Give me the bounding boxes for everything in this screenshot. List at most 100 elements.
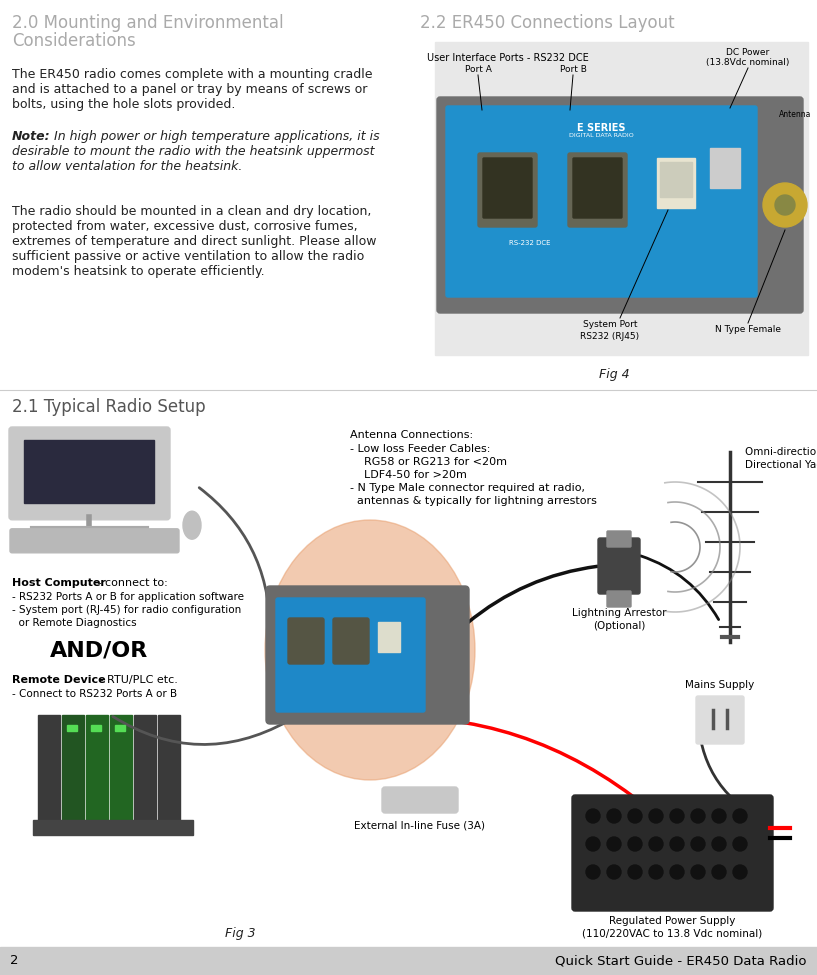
Text: 2: 2 xyxy=(10,955,19,967)
Text: Lightning Arrestor: Lightning Arrestor xyxy=(572,608,666,618)
FancyBboxPatch shape xyxy=(288,618,324,664)
Text: AND/OR: AND/OR xyxy=(50,640,148,660)
Circle shape xyxy=(586,865,600,879)
Text: - N Type Male connector required at radio,: - N Type Male connector required at radi… xyxy=(350,483,585,493)
Circle shape xyxy=(691,837,705,851)
FancyBboxPatch shape xyxy=(696,696,744,744)
Text: - System port (RJ-45) for radio configuration: - System port (RJ-45) for radio configur… xyxy=(12,605,241,615)
Bar xyxy=(158,715,180,820)
Circle shape xyxy=(607,865,621,879)
Text: Port A: Port A xyxy=(465,65,492,74)
Ellipse shape xyxy=(183,511,201,539)
Circle shape xyxy=(763,183,807,227)
Text: and is attached to a panel or tray by means of screws or: and is attached to a panel or tray by me… xyxy=(12,83,368,96)
Circle shape xyxy=(712,809,726,823)
Bar xyxy=(110,715,132,820)
Text: desirable to mount the radio with the heatsink uppermost: desirable to mount the radio with the he… xyxy=(12,145,374,158)
Text: sufficient passive or active ventilation to allow the radio: sufficient passive or active ventilation… xyxy=(12,250,364,263)
FancyBboxPatch shape xyxy=(10,528,179,553)
Text: Antenna: Antenna xyxy=(779,110,811,119)
Text: or Remote Diagnostics: or Remote Diagnostics xyxy=(12,618,136,628)
Bar xyxy=(62,715,84,820)
Bar xyxy=(67,725,77,731)
FancyBboxPatch shape xyxy=(607,531,631,547)
Circle shape xyxy=(628,865,642,879)
Bar xyxy=(378,622,400,652)
Bar xyxy=(33,820,193,835)
Text: User Interface Ports - RS232 DCE: User Interface Ports - RS232 DCE xyxy=(427,53,589,63)
Circle shape xyxy=(691,865,705,879)
Text: Mains Supply: Mains Supply xyxy=(685,680,755,690)
Bar xyxy=(710,148,740,188)
Text: - Low loss Feeder Cables:: - Low loss Feeder Cables: xyxy=(350,444,490,454)
Circle shape xyxy=(712,837,726,851)
Text: Considerations: Considerations xyxy=(12,32,136,50)
Bar xyxy=(657,158,695,208)
Bar xyxy=(660,162,692,197)
Bar xyxy=(435,42,808,355)
Text: In high power or high temperature applications, it is: In high power or high temperature applic… xyxy=(50,130,380,143)
Text: modem's heatsink to operate efficiently.: modem's heatsink to operate efficiently. xyxy=(12,265,265,278)
FancyBboxPatch shape xyxy=(598,538,640,594)
Bar xyxy=(134,715,156,820)
Text: RS-232 DCE: RS-232 DCE xyxy=(509,240,551,246)
Circle shape xyxy=(586,837,600,851)
FancyBboxPatch shape xyxy=(9,427,170,520)
Circle shape xyxy=(649,865,663,879)
Text: LDF4-50 for >20m: LDF4-50 for >20m xyxy=(350,470,467,480)
FancyBboxPatch shape xyxy=(276,598,425,712)
Text: RS232 (RJ45): RS232 (RJ45) xyxy=(580,332,640,341)
Circle shape xyxy=(733,809,747,823)
FancyBboxPatch shape xyxy=(568,153,627,227)
Text: Fig 4: Fig 4 xyxy=(599,368,629,381)
Text: protected from water, excessive dust, corrosive fumes,: protected from water, excessive dust, co… xyxy=(12,220,358,233)
Bar xyxy=(86,715,108,820)
Circle shape xyxy=(733,837,747,851)
Text: - connect to:: - connect to: xyxy=(94,578,167,588)
Text: Omni-directional or: Omni-directional or xyxy=(745,447,817,457)
Circle shape xyxy=(670,837,684,851)
Text: Note:: Note: xyxy=(12,130,51,143)
Text: Remote Device: Remote Device xyxy=(12,675,105,685)
FancyBboxPatch shape xyxy=(483,158,532,218)
Text: N Type Female: N Type Female xyxy=(715,325,781,334)
Text: External In-line Fuse (3A): External In-line Fuse (3A) xyxy=(355,820,485,830)
FancyBboxPatch shape xyxy=(266,586,469,724)
Text: 2.1 Typical Radio Setup: 2.1 Typical Radio Setup xyxy=(12,398,206,416)
Text: DC Power: DC Power xyxy=(726,48,770,57)
Circle shape xyxy=(628,837,642,851)
Circle shape xyxy=(649,809,663,823)
Circle shape xyxy=(712,865,726,879)
Circle shape xyxy=(586,809,600,823)
FancyBboxPatch shape xyxy=(446,106,757,297)
Text: Antenna Connections:: Antenna Connections: xyxy=(350,430,473,440)
FancyBboxPatch shape xyxy=(478,153,537,227)
Text: 2.0 Mounting and Environmental: 2.0 Mounting and Environmental xyxy=(12,14,283,32)
Text: E SERIES: E SERIES xyxy=(578,123,626,133)
Circle shape xyxy=(691,809,705,823)
FancyBboxPatch shape xyxy=(333,618,369,664)
Text: (13.8Vdc nominal): (13.8Vdc nominal) xyxy=(707,58,790,67)
Bar xyxy=(91,725,101,731)
FancyBboxPatch shape xyxy=(572,795,773,911)
Text: (110/220VAC to 13.8 Vdc nominal): (110/220VAC to 13.8 Vdc nominal) xyxy=(583,929,762,939)
Text: to allow ventalation for the heatsink.: to allow ventalation for the heatsink. xyxy=(12,160,243,173)
Text: extremes of temperature and direct sunlight. Please allow: extremes of temperature and direct sunli… xyxy=(12,235,377,248)
Circle shape xyxy=(607,837,621,851)
Ellipse shape xyxy=(265,520,475,780)
Text: RG58 or RG213 for <20m: RG58 or RG213 for <20m xyxy=(350,457,507,467)
Circle shape xyxy=(733,865,747,879)
Circle shape xyxy=(670,865,684,879)
Text: - RTU/PLC etc.: - RTU/PLC etc. xyxy=(96,675,178,685)
Text: Directional Yagi Antenna: Directional Yagi Antenna xyxy=(745,460,817,470)
Circle shape xyxy=(775,195,795,215)
Bar xyxy=(115,725,125,731)
Circle shape xyxy=(607,809,621,823)
Text: Host Computer: Host Computer xyxy=(12,578,106,588)
Bar xyxy=(24,440,154,503)
FancyBboxPatch shape xyxy=(607,591,631,607)
Text: System Port: System Port xyxy=(583,320,637,329)
Text: - Connect to RS232 Ports A or B: - Connect to RS232 Ports A or B xyxy=(12,689,177,699)
Bar xyxy=(38,715,60,820)
FancyBboxPatch shape xyxy=(437,97,803,313)
